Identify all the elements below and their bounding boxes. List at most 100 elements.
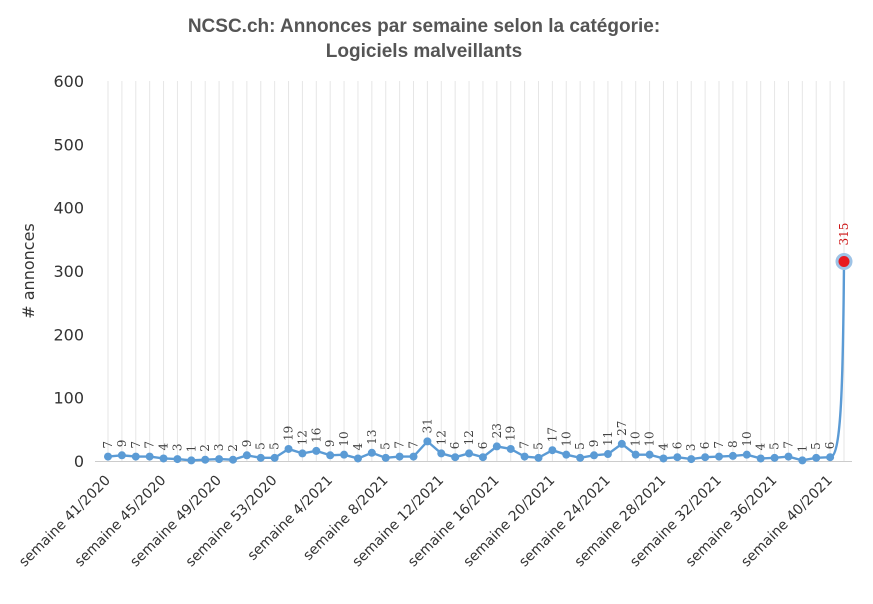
data-point[interactable] — [603, 450, 612, 459]
data-point[interactable] — [312, 446, 321, 455]
data-point[interactable] — [770, 453, 779, 462]
data-point-highlighted[interactable] — [835, 253, 853, 270]
data-point[interactable] — [215, 455, 224, 464]
data-point[interactable] — [562, 450, 571, 459]
data-point[interactable] — [520, 452, 529, 461]
data-point[interactable] — [159, 454, 168, 463]
data-point[interactable] — [284, 444, 293, 453]
data-label: 19 — [282, 426, 296, 441]
data-label: 10 — [629, 431, 643, 446]
data-point[interactable] — [728, 451, 737, 460]
data-label: 10 — [643, 431, 657, 446]
data-point[interactable] — [798, 456, 807, 465]
data-label: 7 — [712, 441, 726, 449]
data-point[interactable] — [340, 450, 349, 459]
data-label: 27 — [615, 421, 629, 436]
data-point[interactable] — [381, 453, 390, 462]
data-point[interactable] — [548, 446, 557, 455]
data-point[interactable] — [451, 453, 460, 462]
x-tick-label: semaine 45/2020 — [72, 473, 170, 571]
data-point[interactable] — [145, 452, 154, 461]
data-point[interactable] — [631, 450, 640, 459]
data-label: 16 — [309, 428, 323, 443]
data-point[interactable] — [673, 453, 682, 462]
data-label: 5 — [768, 442, 782, 450]
data-label: 7 — [101, 441, 115, 449]
data-label: 315 — [837, 223, 851, 246]
data-point[interactable] — [131, 452, 140, 461]
data-point[interactable] — [437, 449, 446, 458]
data-point[interactable] — [187, 456, 196, 465]
data-label: 6 — [698, 442, 712, 450]
data-point[interactable] — [659, 454, 668, 463]
y-tick-label: 200 — [53, 325, 84, 344]
data-label: 5 — [379, 442, 393, 450]
data-point[interactable] — [104, 452, 112, 461]
data-label: 8 — [726, 440, 740, 448]
data-point[interactable] — [117, 451, 126, 460]
y-tick-label: 100 — [53, 389, 84, 408]
data-point[interactable] — [201, 455, 210, 464]
data-point[interactable] — [756, 454, 765, 463]
data-point[interactable] — [826, 453, 835, 462]
data-label: 2 — [226, 444, 240, 452]
data-point[interactable] — [353, 454, 362, 463]
data-point[interactable] — [395, 452, 404, 461]
data-point[interactable] — [228, 455, 237, 464]
data-point[interactable] — [645, 450, 654, 459]
data-point[interactable] — [256, 453, 265, 462]
data-point[interactable] — [367, 448, 376, 457]
data-label: 4 — [351, 442, 365, 450]
data-point[interactable] — [409, 452, 418, 461]
x-tick-label: semaine 20/2021 — [461, 473, 559, 571]
data-point[interactable] — [423, 437, 432, 446]
series-points — [104, 253, 853, 465]
data-point[interactable] — [617, 439, 626, 448]
y-tick-label: 500 — [53, 135, 84, 154]
data-label: 10 — [337, 431, 351, 446]
data-point[interactable] — [270, 453, 279, 462]
data-label: 10 — [559, 431, 573, 446]
data-label: 6 — [476, 442, 490, 450]
y-tick-label: 0 — [74, 452, 84, 471]
data-label: 17 — [545, 427, 559, 442]
data-label: 7 — [518, 441, 532, 449]
data-point[interactable] — [576, 453, 585, 462]
data-label: 1 — [795, 445, 809, 453]
chart-title-line-1: NCSC.ch: Annonces par semaine selon la c… — [188, 16, 660, 37]
data-point[interactable] — [812, 453, 821, 462]
data-label: 7 — [781, 441, 795, 449]
x-tick-label: semaine 12/2021 — [349, 473, 447, 571]
data-point[interactable] — [687, 455, 696, 464]
data-label: 19 — [504, 426, 518, 441]
data-label: 7 — [407, 441, 421, 449]
data-point[interactable] — [534, 453, 543, 462]
data-point[interactable] — [506, 444, 515, 453]
data-label: 5 — [809, 442, 823, 450]
data-label: 12 — [434, 430, 448, 445]
data-point[interactable] — [478, 453, 487, 462]
data-point[interactable] — [701, 453, 710, 462]
data-label: 6 — [823, 442, 837, 450]
data-label: 4 — [656, 442, 670, 450]
data-point[interactable] — [784, 452, 793, 461]
data-point[interactable] — [173, 455, 182, 464]
x-tick-label: semaine 40/2021 — [738, 473, 836, 571]
data-point[interactable] — [326, 451, 335, 460]
data-point[interactable] — [715, 452, 724, 461]
data-label: 31 — [420, 418, 434, 433]
chart-title: NCSC.ch: Annonces par semaine selon la c… — [188, 16, 660, 62]
data-point[interactable] — [465, 449, 474, 458]
x-tick-label: semaine 41/2020 — [16, 473, 114, 571]
data-point[interactable] — [590, 451, 599, 460]
data-point[interactable] — [492, 442, 501, 451]
series-line-path — [107, 261, 846, 462]
y-axis-label: # annonces — [19, 223, 38, 318]
data-point[interactable] — [742, 450, 751, 459]
data-label: 23 — [490, 423, 504, 438]
data-point[interactable] — [298, 449, 307, 458]
data-point[interactable] — [242, 451, 251, 460]
